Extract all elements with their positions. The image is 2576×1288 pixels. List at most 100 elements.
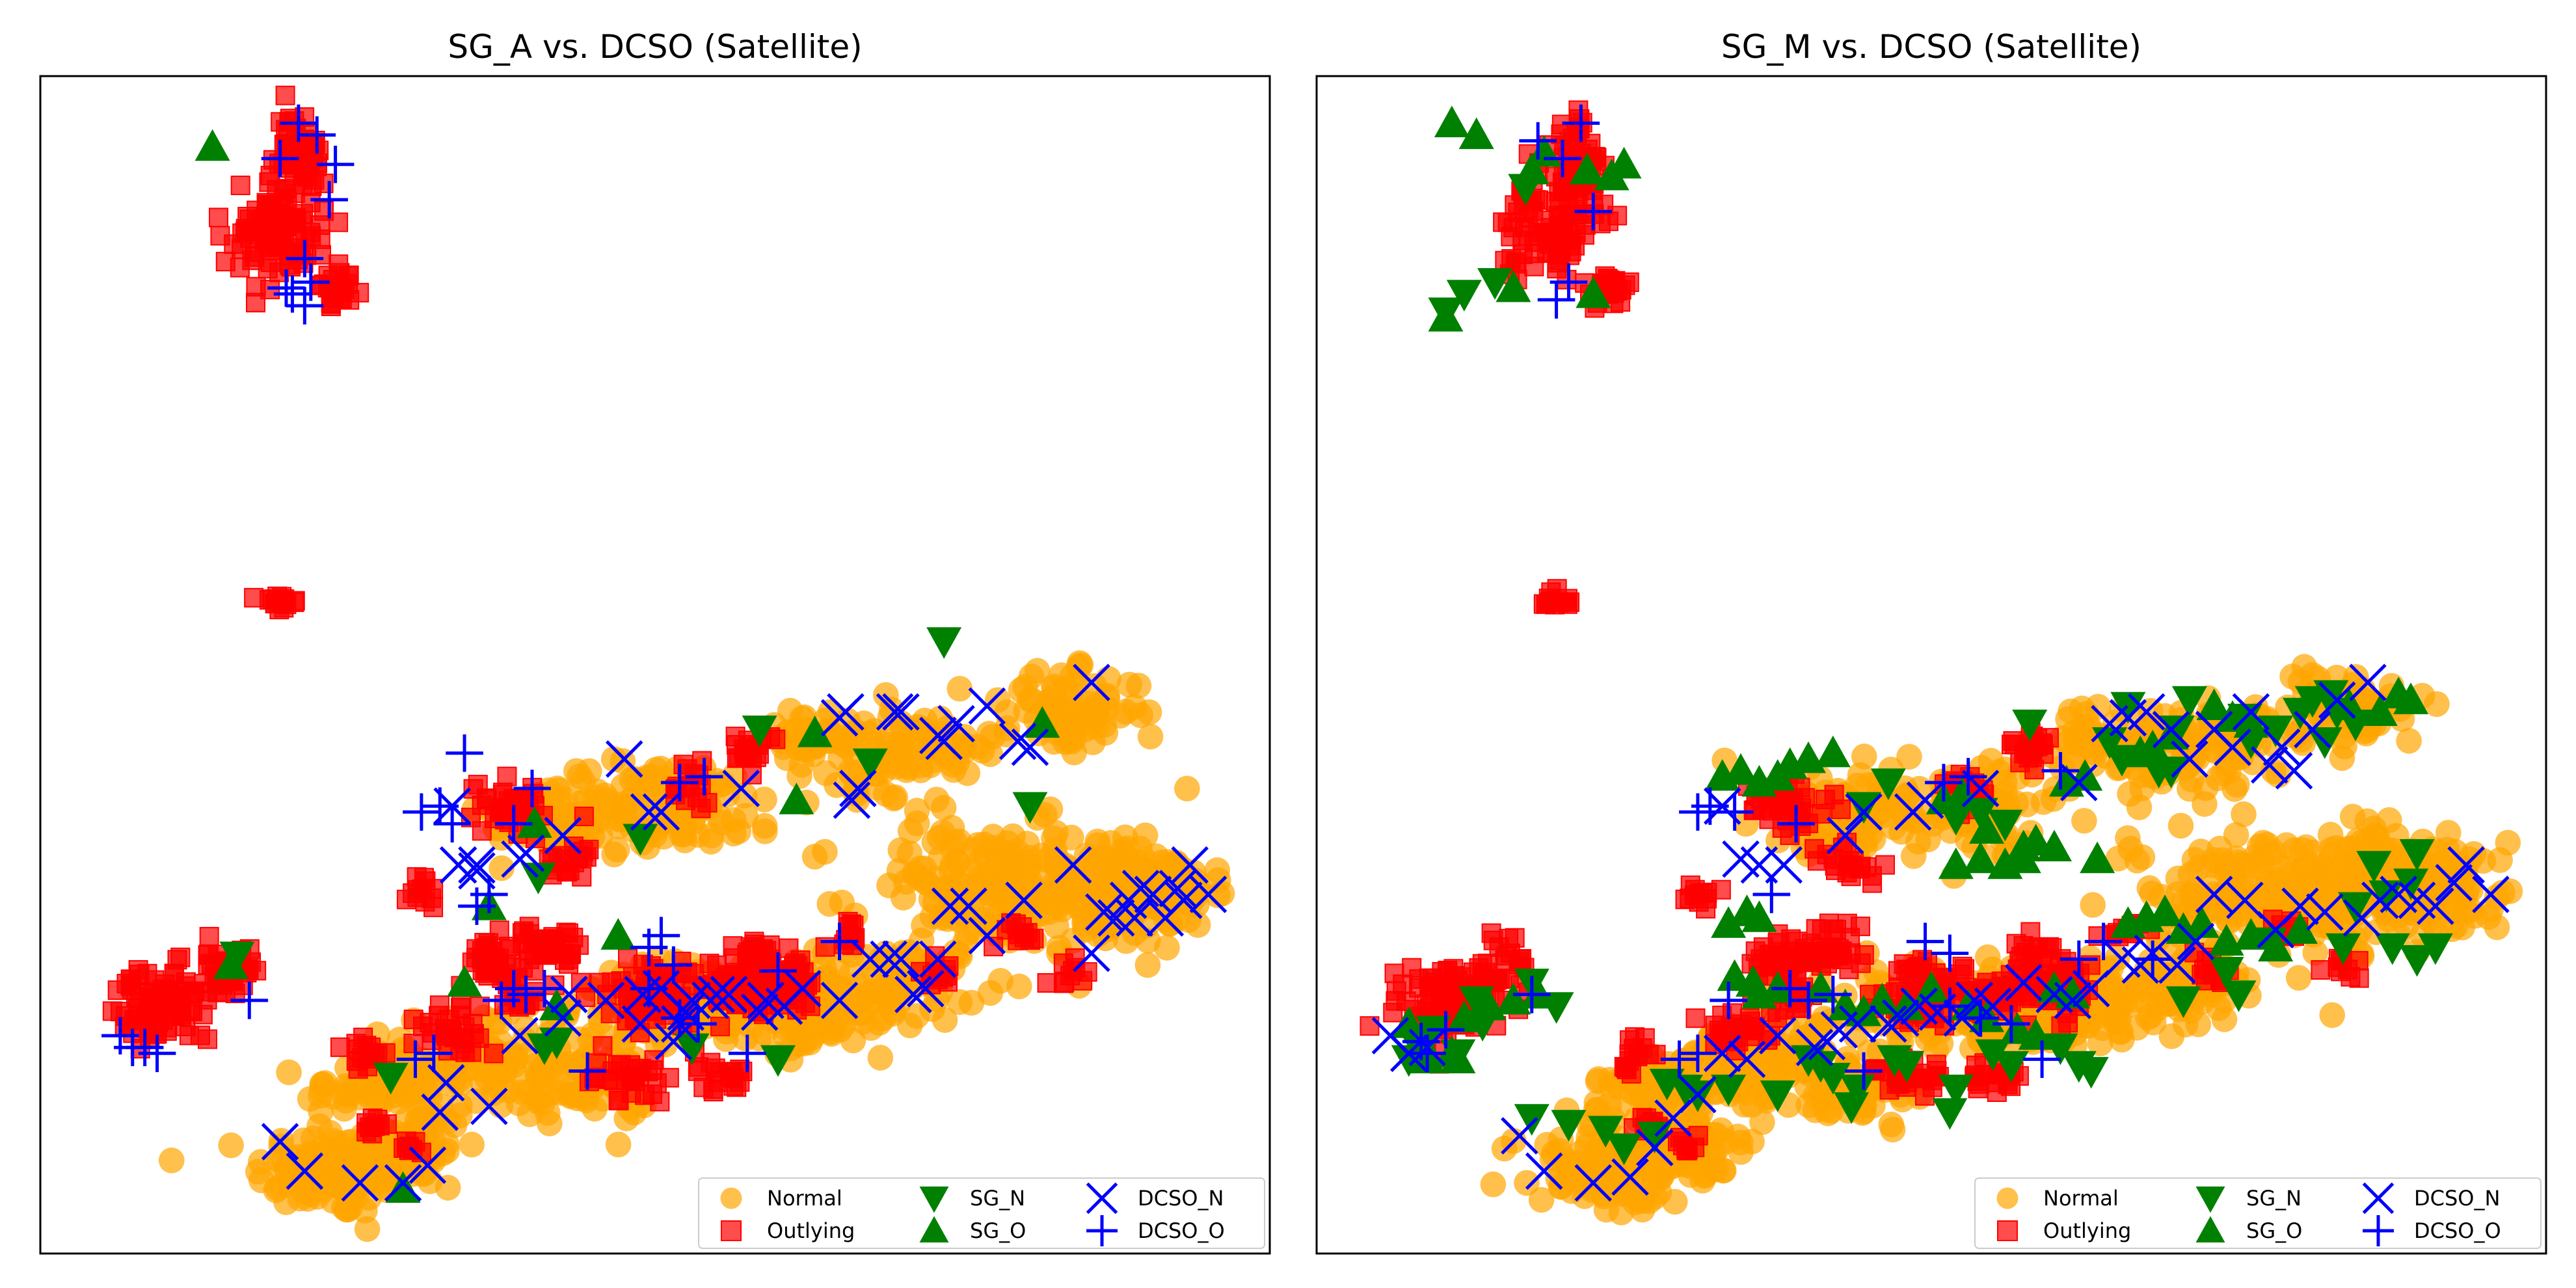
point-sg-n: [1551, 1110, 1587, 1142]
point-normal: [1708, 1117, 1734, 1144]
legend-dcso-n-label: DCSO_N: [2414, 1186, 2500, 1211]
point-dcso-n: [630, 793, 668, 831]
point-normal: [537, 1110, 563, 1136]
legend-sg-n-label: SG_N: [2246, 1186, 2301, 1211]
point-normal: [158, 1147, 185, 1174]
point-outlying: [1685, 1008, 1706, 1028]
point-outlying: [611, 1054, 631, 1075]
point-sg-o: [797, 715, 833, 747]
point-normal: [984, 687, 1011, 714]
point-normal: [932, 1007, 958, 1033]
point-normal: [306, 1113, 332, 1140]
point-outlying: [609, 1090, 629, 1110]
point-dcso-n: [1073, 664, 1110, 701]
point-dcso-o: [230, 982, 269, 1019]
point-normal: [273, 1189, 299, 1216]
point-dcso-n: [2447, 846, 2485, 884]
legend-outlying-marker: [1997, 1220, 2018, 1241]
point-sg-n: [674, 1033, 710, 1066]
point-sg-n: [1477, 268, 1513, 300]
point-normal: [1590, 1183, 1617, 1210]
point-normal: [838, 996, 864, 1023]
point-sg-n: [1846, 792, 1882, 824]
point-normal: [2138, 1002, 2164, 1029]
point-outlying: [727, 748, 747, 768]
point-sg-n: [1975, 1039, 2011, 1071]
point-dcso-o: [569, 1052, 606, 1090]
point-dcso-o: [2060, 940, 2098, 978]
point-normal: [646, 770, 672, 796]
point-sg-o: [1914, 971, 1949, 1003]
point-normal: [2229, 851, 2256, 878]
point-dcso-n: [341, 1164, 379, 1202]
legend-dcso-o-marker: [2363, 1215, 2394, 1246]
point-dcso-n: [2281, 887, 2319, 925]
point-outlying: [399, 1140, 419, 1161]
point-outlying: [701, 1053, 721, 1073]
point-normal: [1896, 744, 1922, 770]
point-sg-o: [2233, 918, 2269, 950]
point-outlying: [507, 969, 528, 989]
point-dcso-n: [1501, 1117, 1538, 1155]
point-outlying: [280, 144, 301, 165]
point-normal: [469, 1069, 496, 1096]
point-sg-n: [2073, 1056, 2109, 1089]
point-normal: [2065, 725, 2092, 752]
point-outlying: [1966, 1055, 1986, 1075]
point-outlying: [377, 1114, 397, 1134]
point-normal: [410, 1088, 437, 1115]
point-normal: [961, 837, 987, 863]
point-dcso-o: [403, 793, 440, 831]
point-sg-o: [1741, 900, 1777, 932]
point-normal: [354, 1216, 381, 1242]
point-dcso-n: [2152, 710, 2190, 749]
point-dcso-n: [1189, 876, 1228, 913]
point-normal: [2339, 868, 2365, 894]
point-outlying: [291, 244, 311, 264]
point-sg-n: [2153, 757, 2189, 788]
point-sg-n: [2171, 686, 2207, 718]
point-sg-n: [2374, 933, 2410, 965]
point-normal: [1661, 1188, 1688, 1215]
point-normal: [773, 745, 800, 771]
point-normal: [698, 822, 725, 849]
point-sg-n: [1938, 1075, 1974, 1107]
point-normal: [993, 721, 1020, 748]
point-outlying: [232, 239, 252, 259]
point-sg-o: [2196, 688, 2232, 720]
point-dcso-o: [759, 952, 797, 990]
legend-dcso-n-label: DCSO_N: [1138, 1186, 1224, 1211]
point-sg-o: [1815, 735, 1851, 768]
point-sg-n: [852, 748, 888, 781]
point-outlying: [329, 212, 349, 232]
chart-title: SG_M vs. DCSO (Satellite): [1721, 28, 2141, 66]
legend-dcso-o-label: DCSO_O: [1138, 1218, 1225, 1243]
point-dcso-o: [316, 145, 355, 183]
point-outlying: [403, 883, 423, 903]
point-sg-n: [2043, 1033, 2078, 1066]
point-sg-o: [1496, 270, 1531, 302]
point-outlying: [738, 942, 758, 962]
point-normal: [987, 967, 1013, 994]
point-dcso-o: [685, 758, 723, 796]
point-dcso-n: [1073, 934, 1110, 973]
point-normal: [1094, 682, 1120, 709]
point-dcso-o: [1550, 263, 1588, 301]
point-outlying: [647, 1073, 667, 1093]
point-outlying: [170, 947, 191, 967]
point-dcso-o: [1562, 104, 1600, 142]
point-normal: [2108, 1019, 2134, 1045]
point-normal: [1627, 1176, 1653, 1202]
point-sg-o: [517, 806, 552, 838]
point-outlying: [501, 993, 521, 1013]
point-outlying: [255, 211, 275, 232]
point-dcso-n: [2262, 728, 2301, 766]
point-dcso-n: [409, 1146, 447, 1185]
point-dcso-n: [2054, 982, 2092, 1019]
point-dcso-n: [968, 917, 1006, 955]
point-normal: [1061, 739, 1087, 766]
point-outlying: [710, 1017, 731, 1037]
point-dcso-o: [820, 922, 859, 961]
point-outlying: [230, 175, 250, 195]
point-normal: [2003, 790, 2029, 816]
